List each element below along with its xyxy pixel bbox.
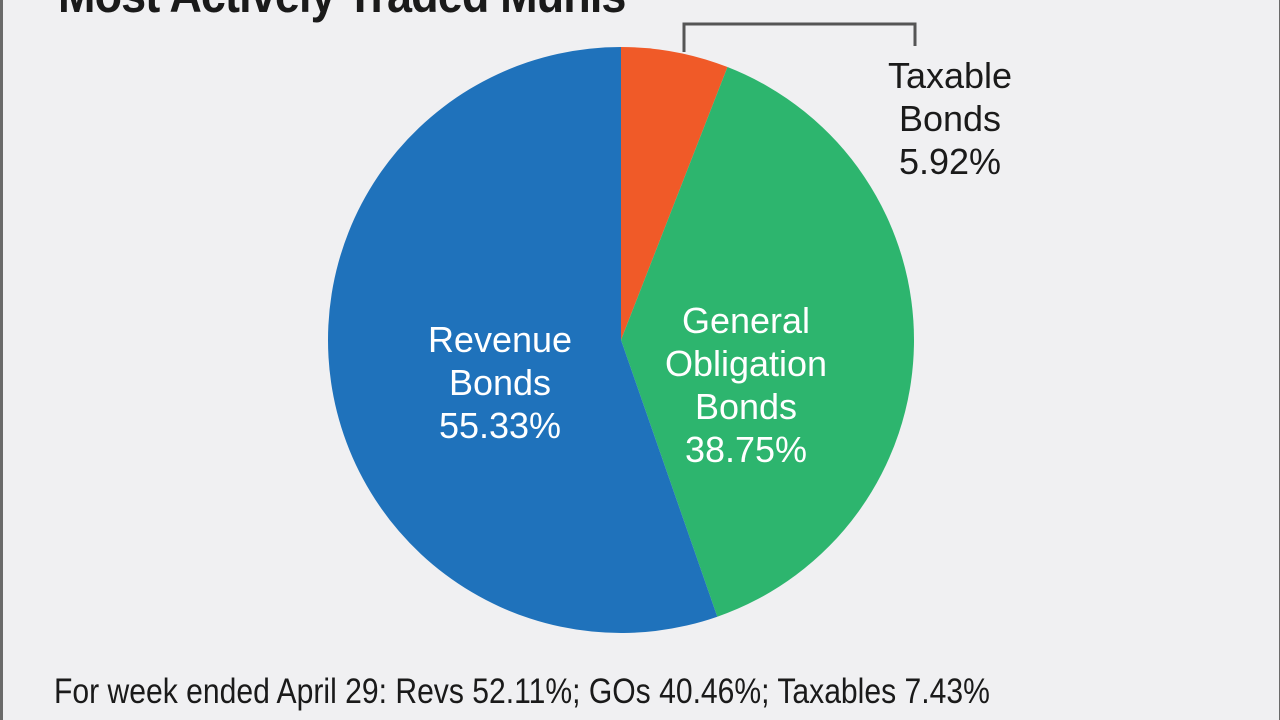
chart-title: Most Actively Traded Munis xyxy=(58,0,626,24)
pie-slice-general-obligation-bonds xyxy=(621,67,915,617)
leader-line xyxy=(682,22,917,52)
slice-label: Taxable Bonds 5.92% xyxy=(888,55,1012,182)
chart-footnote: For week ended April 29: Revs 52.11%; GO… xyxy=(54,672,990,711)
slice-label: Revenue Bonds 55.33% xyxy=(428,319,572,446)
slice-label: General Obligation Bonds 38.75% xyxy=(665,300,827,470)
pie-slice-revenue-bonds xyxy=(328,47,718,633)
pie-slice-taxable-bonds xyxy=(621,47,728,340)
